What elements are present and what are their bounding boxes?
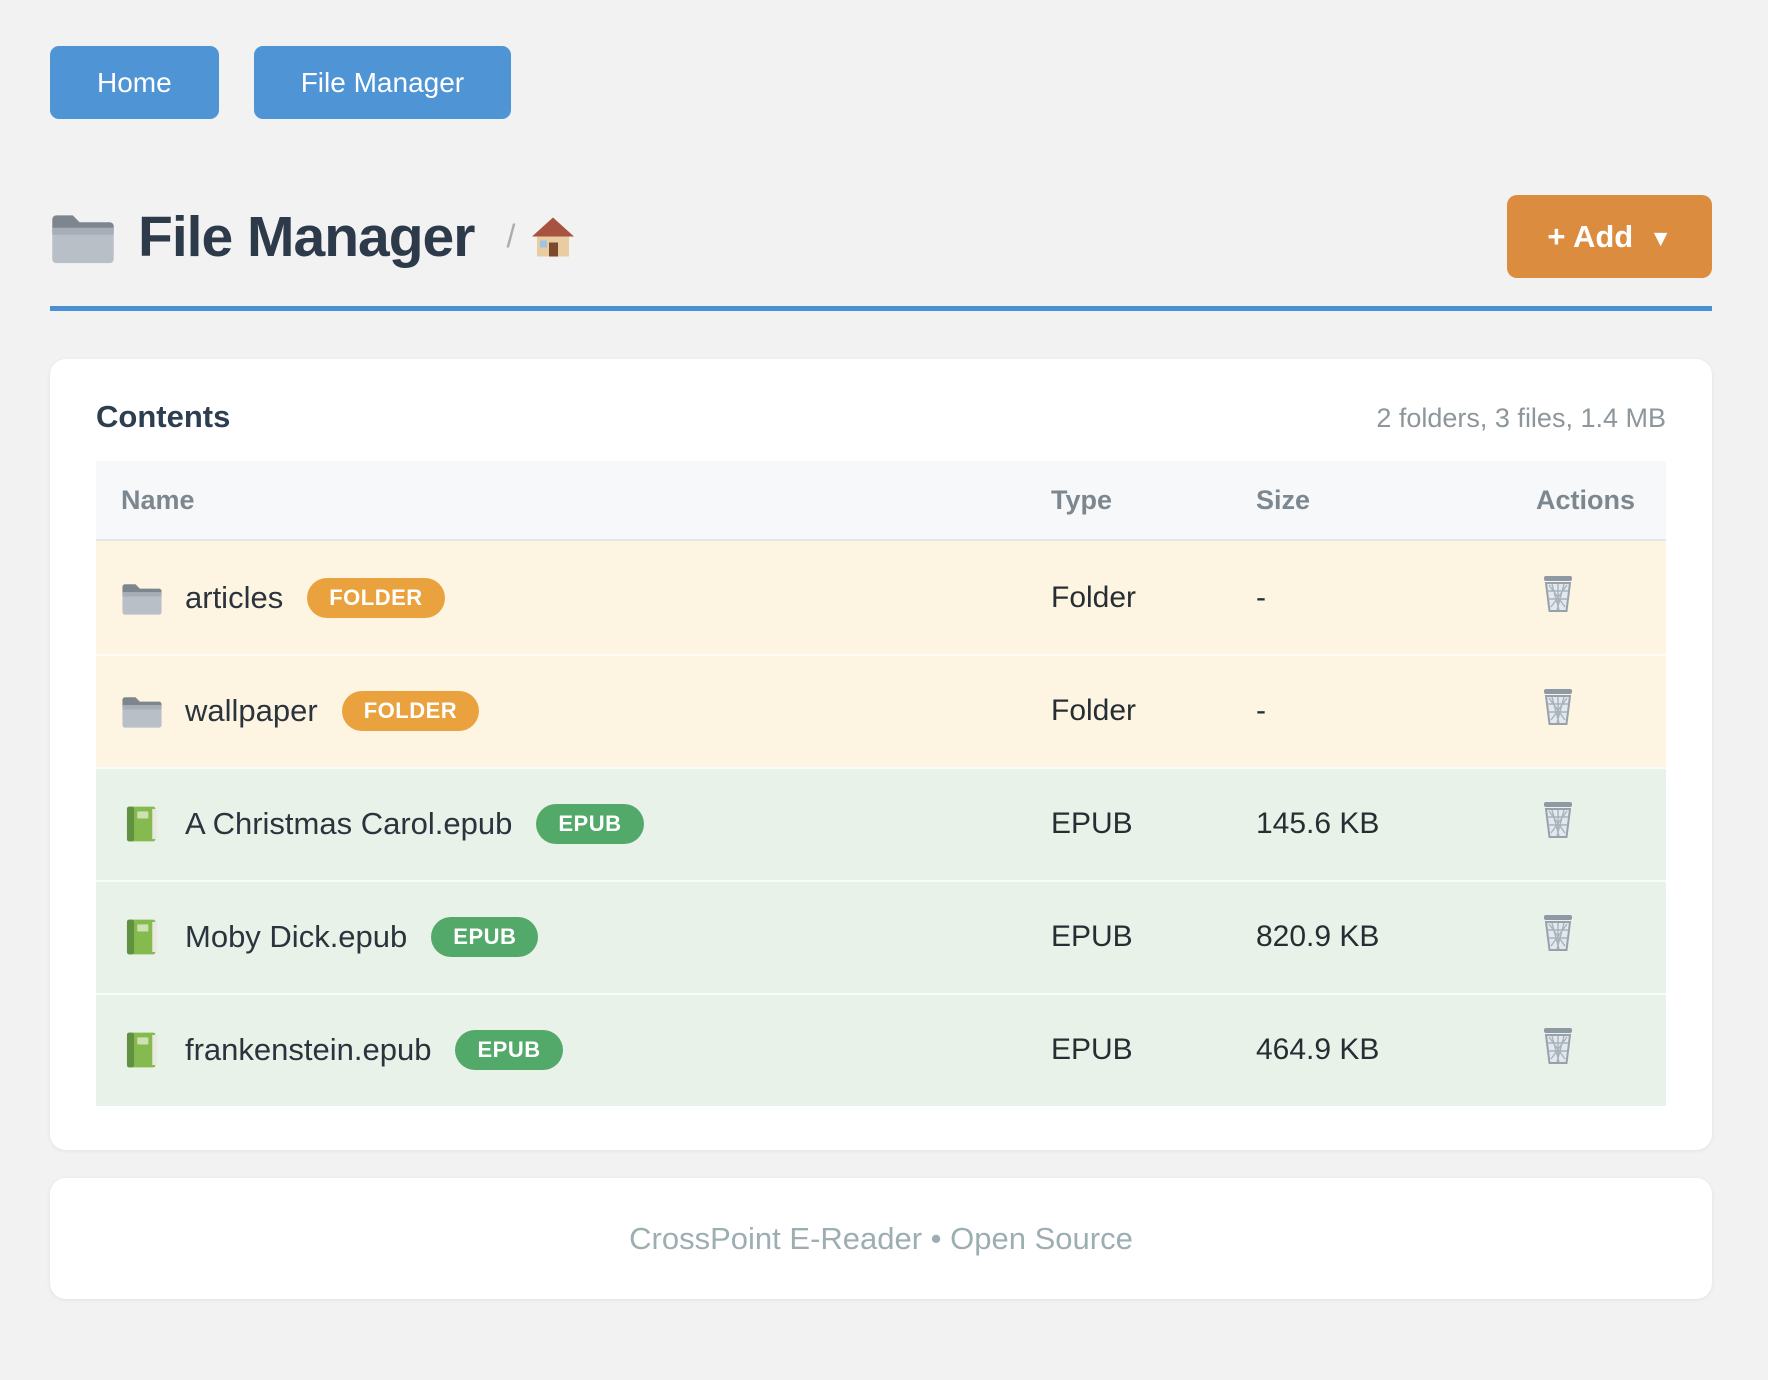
delete-button[interactable] <box>1541 913 1575 952</box>
page-title: File Manager <box>138 204 475 269</box>
book-icon <box>126 919 158 954</box>
table-row: frankenstein.epub EPUB EPUB 464.9 KB <box>96 993 1666 1106</box>
contents-card: Contents 2 folders, 3 files, 1.4 MB Name… <box>50 359 1712 1150</box>
size-cell: 145.6 KB <box>1256 806 1380 840</box>
trash-icon <box>1543 913 1573 951</box>
folder-icon <box>52 214 114 263</box>
folder-icon <box>122 696 162 728</box>
trash-icon <box>1543 1026 1573 1064</box>
trash-icon <box>1543 800 1573 838</box>
size-cell: - <box>1256 580 1266 614</box>
contents-summary: 2 folders, 3 files, 1.4 MB <box>1376 403 1666 433</box>
chevron-down-icon: ▼ <box>1649 225 1672 251</box>
type-cell: EPUB <box>1051 806 1133 840</box>
book-icon <box>126 806 158 841</box>
type-cell: EPUB <box>1051 919 1133 953</box>
file-manager-button[interactable]: File Manager <box>253 46 512 119</box>
type-badge: EPUB <box>536 803 644 844</box>
type-badge: FOLDER <box>307 577 445 618</box>
column-header-actions: Actions <box>1536 484 1636 515</box>
delete-button[interactable] <box>1541 1026 1575 1065</box>
type-cell: Folder <box>1051 580 1137 614</box>
size-cell: 820.9 KB <box>1256 919 1380 953</box>
home-icon[interactable] <box>531 216 575 258</box>
delete-button[interactable] <box>1541 574 1575 613</box>
column-header-size: Size <box>1256 484 1311 515</box>
folder-icon <box>122 583 162 615</box>
column-header-type: Type <box>1051 484 1113 515</box>
page-header: File Manager / + Add ▼ <box>50 195 1712 278</box>
trash-icon <box>1543 574 1573 612</box>
name-cell: A Christmas Carol.epub EPUB <box>96 803 1026 844</box>
footer-card: CrossPoint E-Reader • Open Source <box>50 1178 1712 1299</box>
size-cell: 464.9 KB <box>1256 1032 1380 1066</box>
page: Home File Manager File Manager / + Add ▼… <box>50 46 1712 1299</box>
file-name-link[interactable]: articles <box>185 579 284 615</box>
name-cell: articles FOLDER <box>96 577 1026 618</box>
book-icon <box>126 1032 158 1067</box>
table-row: articles FOLDER Folder - <box>96 541 1666 654</box>
name-cell: wallpaper FOLDER <box>96 690 1026 731</box>
header-divider <box>50 306 1712 311</box>
delete-button[interactable] <box>1541 687 1575 726</box>
top-nav: Home File Manager <box>50 46 1712 119</box>
table-row: Moby Dick.epub EPUB EPUB 820.9 KB <box>96 880 1666 993</box>
type-cell: EPUB <box>1051 1032 1133 1066</box>
actions-cell <box>1511 574 1666 621</box>
title-group: File Manager / <box>50 204 575 270</box>
contents-card-header: Contents 2 folders, 3 files, 1.4 MB <box>96 399 1666 435</box>
actions-cell <box>1511 913 1666 960</box>
file-name-link[interactable]: Moby Dick.epub <box>185 918 408 954</box>
name-cell: frankenstein.epub EPUB <box>96 1029 1026 1070</box>
file-name-link[interactable]: frankenstein.epub <box>185 1031 432 1067</box>
column-header-name: Name <box>121 484 195 515</box>
file-name-link[interactable]: wallpaper <box>185 692 318 728</box>
type-badge: EPUB <box>431 916 539 957</box>
type-cell: Folder <box>1051 693 1137 727</box>
footer-text: CrossPoint E-Reader • Open Source <box>629 1220 1133 1256</box>
breadcrumb-separator: / <box>506 218 516 254</box>
table-row: wallpaper FOLDER Folder - <box>96 654 1666 767</box>
add-button-label: + Add <box>1547 218 1634 254</box>
type-badge: FOLDER <box>341 690 480 731</box>
table-header-row: Name Type Size Actions <box>96 461 1666 541</box>
trash-icon <box>1543 687 1573 725</box>
actions-cell <box>1511 687 1666 734</box>
file-table: Name Type Size Actions articles FOLDER F… <box>96 461 1666 1106</box>
add-button[interactable]: + Add ▼ <box>1507 195 1712 278</box>
home-button[interactable]: Home <box>50 46 219 119</box>
name-cell: Moby Dick.epub EPUB <box>96 916 1026 957</box>
contents-title: Contents <box>96 399 231 434</box>
actions-cell <box>1511 1026 1666 1073</box>
size-cell: - <box>1256 693 1266 727</box>
file-name-link[interactable]: A Christmas Carol.epub <box>185 805 513 841</box>
delete-button[interactable] <box>1541 800 1575 839</box>
table-row: A Christmas Carol.epub EPUB EPUB 145.6 K… <box>96 767 1666 880</box>
actions-cell <box>1511 800 1666 847</box>
type-badge: EPUB <box>455 1029 563 1070</box>
breadcrumb: / <box>506 216 575 258</box>
